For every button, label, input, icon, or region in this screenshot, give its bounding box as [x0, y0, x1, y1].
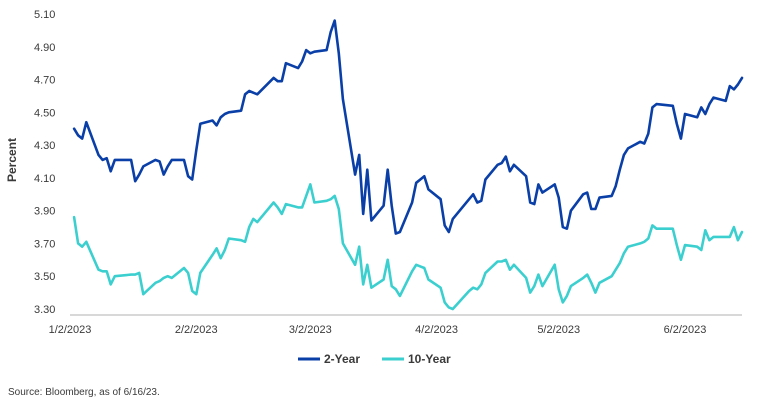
legend-label-2-year: 2-Year — [324, 352, 360, 366]
x-tick-label: 2/2/2023 — [175, 324, 218, 336]
x-tick-label: 5/2/2023 — [537, 324, 580, 336]
y-tick-label: 3.70 — [34, 238, 55, 250]
series-line-10-year — [72, 183, 744, 311]
legend-label-10-year: 10-Year — [408, 352, 451, 366]
y-tick-label: 4.90 — [34, 42, 55, 54]
y-tick-labels: 5.10 4.90 4.70 4.50 4.30 4.10 3.90 3.70 3.50 3.30 — [34, 9, 55, 316]
legend: 2-Year 10-Year — [298, 352, 451, 366]
y-tick-label: 4.10 — [34, 173, 55, 185]
y-tick-label: 5.10 — [34, 9, 55, 21]
y-tick-label: 4.30 — [34, 140, 55, 152]
y-tick-label: 3.90 — [34, 206, 55, 218]
y-tick-label: 3.50 — [34, 271, 55, 283]
x-tick-label: 6/2/2023 — [664, 324, 707, 336]
series-line-2-year — [72, 19, 744, 235]
y-tick-label: 4.70 — [34, 75, 55, 87]
y-axis-label: Percent — [5, 138, 19, 182]
y-tick-label: 3.30 — [34, 304, 55, 316]
x-tick-label: 1/2/2023 — [49, 324, 92, 336]
series-lines — [72, 19, 744, 311]
x-tick-label: 4/2/2023 — [415, 324, 458, 336]
source-note: Source: Bloomberg, as of 6/16/23. — [8, 387, 160, 398]
x-tick-labels: 1/2/2023 2/2/2023 3/2/2023 4/2/2023 5/2/2023… — [49, 324, 707, 336]
x-tick-label: 3/2/2023 — [289, 324, 332, 336]
y-tick-label: 4.50 — [34, 107, 55, 119]
